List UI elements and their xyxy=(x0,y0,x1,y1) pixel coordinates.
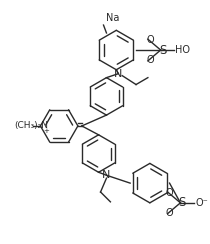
Text: O: O xyxy=(146,55,154,65)
Text: O: O xyxy=(166,208,173,218)
Text: O: O xyxy=(166,188,173,198)
Text: O⁻: O⁻ xyxy=(195,198,208,208)
Text: Na: Na xyxy=(106,13,119,23)
Text: +: + xyxy=(43,128,49,134)
Text: N: N xyxy=(114,69,122,79)
Text: S: S xyxy=(159,43,166,57)
Text: O: O xyxy=(146,35,154,45)
Text: (CH₃)₂N: (CH₃)₂N xyxy=(14,122,48,131)
Text: S: S xyxy=(179,196,186,209)
Text: HO: HO xyxy=(176,45,190,55)
Text: N: N xyxy=(102,170,111,180)
